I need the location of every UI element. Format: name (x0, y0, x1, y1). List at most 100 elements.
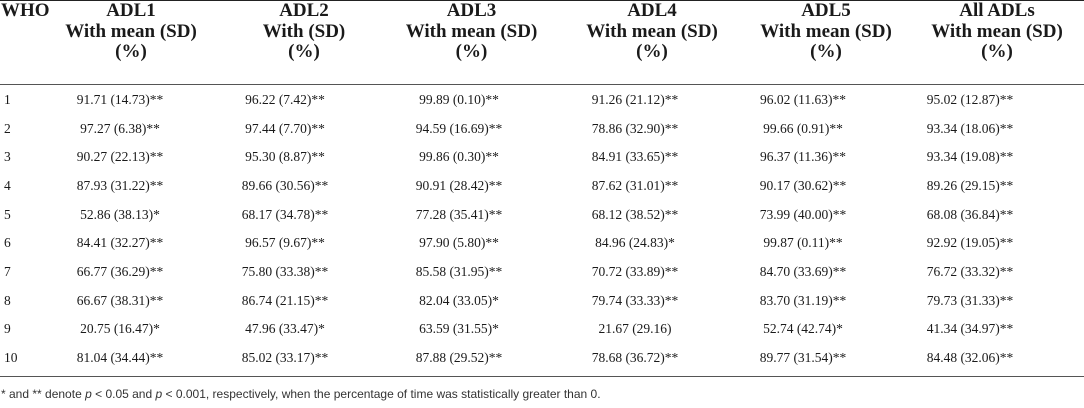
column-header-line1: WHO (1, 0, 50, 21)
table-cell: 21.67 (29.16) (598, 321, 672, 336)
table-cell: 94.59 (16.69)** (415, 121, 503, 136)
table-row: 3 90.27 (22.13)** 95.30 (8.87)** 99.86 (0.3… (0, 142, 1084, 171)
row-label: 10 (4, 350, 18, 365)
table-cell: 96.37 (11.36)** (759, 149, 847, 164)
table-cell: 99.86 (0.30)** (419, 149, 499, 164)
column-header-line1: ADL3 (446, 0, 497, 21)
column-header: ADL4 With mean (SD) (%) (562, 0, 742, 63)
table-cell: 68.17 (34.78)** (241, 207, 329, 222)
table-cell: 47.96 (33.47)* (245, 321, 325, 336)
column-header-line1: ADL4 (627, 0, 677, 21)
footnote-p2: p (155, 387, 163, 401)
table-cell: 83.70 (31.19)** (759, 293, 847, 308)
table-cell: 81.04 (34.44)** (76, 350, 164, 365)
table-cell: 84.41 (32.27)** (76, 235, 164, 250)
table-cell: 97.90 (5.80)** (419, 235, 499, 250)
table-cell: 70.72 (33.89)** (591, 264, 679, 279)
column-header-line3: (%) (636, 41, 668, 62)
row-label: 9 (4, 321, 11, 336)
table-cell: 89.26 (29.15)** (926, 178, 1014, 193)
table-cell: 95.02 (12.87)** (926, 92, 1014, 107)
table-cell: 85.58 (31.95)** (415, 264, 503, 279)
table-cell: 90.27 (22.13)** (76, 149, 164, 164)
table-cell: 78.86 (32.90)** (591, 121, 679, 136)
column-header-line2: With mean (SD) (65, 20, 197, 42)
table-cell: 84.48 (32.06)** (926, 350, 1014, 365)
table-cell: 87.93 (31.22)** (76, 178, 164, 193)
table-cell: 91.26 (21.12)** (591, 92, 679, 107)
column-header-line3: (%) (981, 41, 1013, 62)
table-cell: 86.74 (21.15)** (241, 293, 329, 308)
table-cell: 92.92 (19.05)** (926, 235, 1014, 250)
row-label: 3 (4, 149, 11, 164)
table-cell: 89.66 (30.56)** (241, 178, 329, 193)
row-label: 8 (4, 293, 11, 308)
column-header: All ADLs With mean (SD) (%) (912, 0, 1082, 63)
table-cell: 77.28 (35.41)** (415, 207, 503, 222)
table-row: 10 81.04 (34.44)** 85.02 (33.17)** 87.88 (2… (0, 343, 1084, 372)
column-header-line2: With mean (SD) (931, 20, 1063, 42)
row-label: 7 (4, 264, 11, 279)
column-header: ADL1 With mean (SD) (%) (46, 0, 216, 63)
table-cell: 93.34 (19.08)** (926, 149, 1014, 164)
column-header: ADL5 With mean (SD) (%) (745, 0, 907, 63)
footnote-part3: < 0.001, respectively, when the percenta… (162, 387, 601, 401)
table-row: 1 91.71 (14.73)** 96.22 (7.42)** 99.89 (0.1… (0, 85, 1084, 114)
row-label: 5 (4, 207, 11, 222)
table-cell: 91.71 (14.73)** (76, 92, 164, 107)
column-header-line2: With mean (SD) (586, 20, 718, 42)
table-cell: 84.70 (33.69)** (759, 264, 847, 279)
footnote-part1: * and ** denote (1, 387, 86, 401)
table-cell: 96.57 (9.67)** (245, 235, 325, 250)
table-cell: 99.87 (0.11)** (763, 235, 843, 250)
column-header-line2: With mean (SD) (760, 20, 892, 42)
footnote-part2: < 0.05 and (91, 387, 156, 401)
column-header-line3: (%) (455, 41, 488, 62)
table-cell: 87.62 (31.01)** (591, 178, 679, 193)
table-cell: 73.99 (40.00)** (759, 207, 847, 222)
table-cell: 99.66 (0.91)** (763, 121, 843, 136)
table-cell: 20.75 (16.47)* (80, 321, 160, 336)
table-row: 2 97.27 (6.38)** 97.44 (7.70)** 94.59 (16.6… (0, 114, 1084, 143)
footnote: * and ** denote p < 0.05 and p < 0.001, … (1, 387, 1081, 401)
column-header: ADL3 With mean (SD) (%) (384, 0, 559, 63)
table-cell: 52.74 (42.74)* (763, 321, 843, 336)
top-rule (0, 0, 1084, 1)
column-header: WHO (1, 0, 61, 63)
table-cell: 78.68 (36.72)** (591, 350, 679, 365)
table-cell: 85.02 (33.17)** (241, 350, 329, 365)
table-row: 4 87.93 (31.22)** 89.66 (30.56)** 90.91 (28… (0, 171, 1084, 200)
row-label: 2 (4, 121, 11, 136)
column-header-line3: (%) (115, 41, 147, 62)
table-cell: 87.88 (29.52)** (415, 350, 503, 365)
header-rule (0, 84, 1084, 85)
table-cell: 89.77 (31.54)** (759, 350, 847, 365)
table-cell: 84.96 (24.83)* (595, 235, 675, 250)
table-header: WHO ADL1 With mean (SD) (%) ADL2 With (SD) (%… (0, 0, 1084, 84)
table-cell: 79.73 (31.33)** (926, 293, 1014, 308)
table-cell: 84.91 (33.65)** (591, 149, 679, 164)
row-label: 6 (4, 235, 11, 250)
table-cell: 96.22 (7.42)** (245, 92, 325, 107)
table-cell: 97.44 (7.70)** (245, 121, 325, 136)
table-cell: 90.17 (30.62)** (759, 178, 847, 193)
table-cell: 52.86 (38.13)* (80, 207, 160, 222)
column-header: ADL2 With (SD) (%) (224, 0, 384, 63)
table-cell: 93.34 (18.06)** (926, 121, 1014, 136)
table-cell: 97.27 (6.38)** (80, 121, 160, 136)
table-row: 8 66.67 (38.31)** 86.74 (21.15)** 82.04 (33… (0, 286, 1084, 315)
table-cell: 82.04 (33.05)* (419, 293, 499, 308)
table-cell: 79.74 (33.33)** (591, 293, 679, 308)
table-cell: 95.30 (8.87)** (245, 149, 325, 164)
row-label: 4 (4, 178, 11, 193)
bottom-rule (0, 376, 1084, 377)
column-header-line3: (%) (810, 41, 842, 62)
column-header-line3: (%) (288, 41, 320, 62)
column-header-line2: With (SD) (262, 20, 346, 42)
table-row: 5 52.86 (38.13)* 68.17 (34.78)** 77.28 (35.… (0, 200, 1084, 229)
table-cell: 96.02 (11.63)** (759, 92, 847, 107)
table-cell: 76.72 (33.32)** (926, 264, 1014, 279)
table-cell: 66.77 (36.29)** (76, 264, 164, 279)
table-row: 7 66.77 (36.29)** 75.80 (33.38)** 85.58 (31… (0, 257, 1084, 286)
column-header-line1: ADL2 (279, 0, 329, 21)
